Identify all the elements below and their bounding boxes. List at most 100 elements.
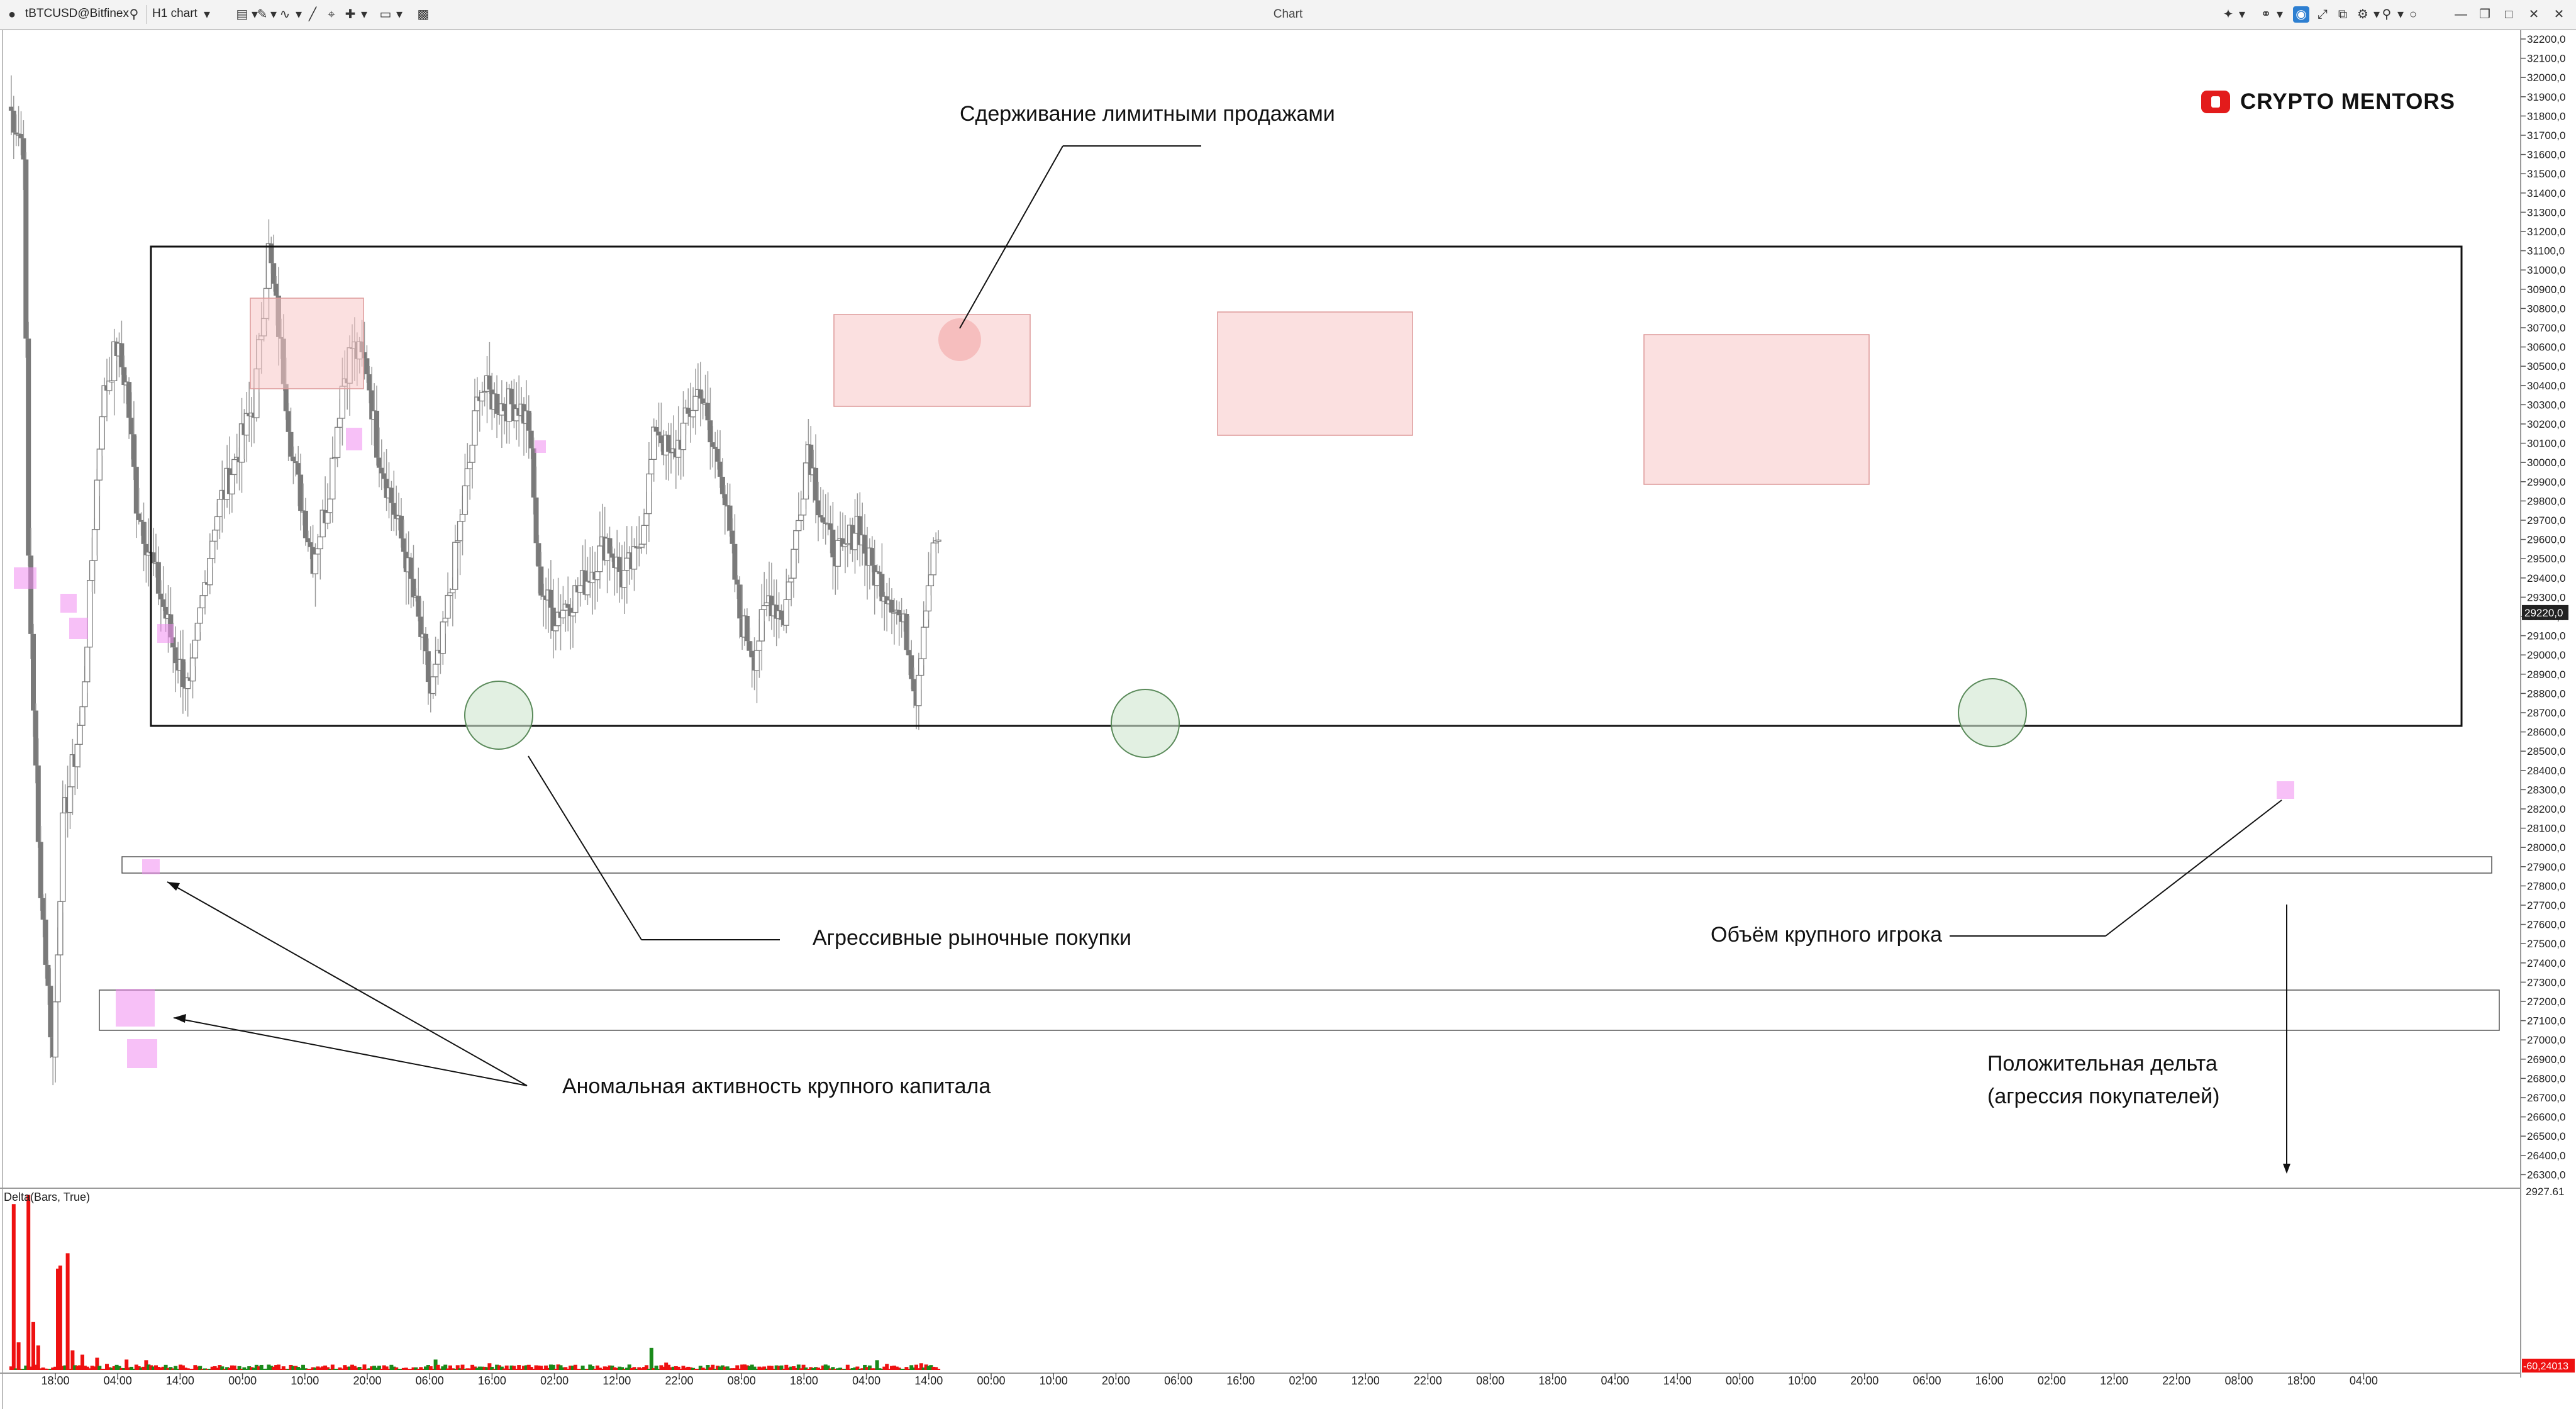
candle-up — [756, 640, 763, 651]
chevron-down-icon[interactable]: ▾ — [396, 8, 403, 21]
maximize-icon[interactable]: □ — [2504, 8, 2513, 21]
fib-tool-icon[interactable]: ⌖ — [328, 8, 335, 21]
delta-bar — [544, 1365, 548, 1370]
panel-icon[interactable]: ▩ — [417, 8, 430, 21]
camera-icon[interactable]: ◉ — [2293, 6, 2309, 23]
price-tick-label: 28600,0 — [2527, 727, 2565, 738]
candle-up — [317, 536, 323, 550]
lock-icon[interactable]: ⚲ — [2382, 8, 2392, 21]
candle-up — [935, 539, 941, 542]
candle-down — [381, 473, 387, 479]
candle-down — [820, 517, 826, 523]
candle-up — [793, 530, 799, 550]
circle-icon[interactable]: ○ — [2409, 8, 2418, 21]
anomaly-marker — [69, 618, 88, 639]
delta-bar — [495, 1364, 499, 1370]
expand-icon[interactable]: ⤢ — [2318, 8, 2328, 21]
rectangle-tool-icon[interactable]: ▭ — [379, 8, 392, 21]
delta-bar — [671, 1366, 675, 1370]
delta-bar — [899, 1369, 904, 1370]
delta-bar — [669, 1367, 673, 1370]
delta-bar — [867, 1365, 872, 1370]
lines-tool-icon[interactable]: ╱ — [308, 8, 317, 21]
delta-bar — [485, 1367, 489, 1370]
delta-bar — [426, 1365, 430, 1370]
indicators-icon[interactable]: ∿ — [279, 8, 291, 21]
chevron-down-icon[interactable]: ▾ — [2373, 8, 2380, 21]
candle-up — [798, 515, 804, 521]
candle-down — [376, 457, 382, 468]
delta-bar — [279, 1369, 283, 1370]
delta-bar — [522, 1366, 526, 1370]
delta-bar — [645, 1365, 648, 1370]
restore-icon[interactable]: ❐ — [2479, 8, 2490, 21]
candle-up — [67, 786, 74, 813]
price-tick-label: 26300,0 — [2527, 1169, 2565, 1181]
delta-bar — [384, 1366, 389, 1370]
chevron-down-icon[interactable]: ▾ — [360, 8, 368, 21]
close-icon[interactable]: ✕ — [2528, 8, 2540, 21]
draw-tool-icon[interactable]: ✎ — [257, 8, 268, 21]
chart-type-icon[interactable]: ▤ — [236, 8, 248, 21]
timeframe-selector[interactable]: H1 chart — [152, 7, 197, 20]
delta-bar — [725, 1366, 730, 1370]
close-icon[interactable]: ✕ — [2553, 8, 2565, 21]
crosshair-icon[interactable]: ✚ — [345, 8, 356, 21]
candle-down — [501, 403, 507, 411]
trading-range-box — [150, 245, 2463, 727]
delta-bar — [431, 1369, 435, 1370]
delta-bar — [463, 1369, 467, 1370]
delta-bar — [223, 1369, 227, 1370]
candle-up — [430, 676, 436, 694]
price-tick-label: 30800,0 — [2527, 303, 2565, 315]
candle-up — [52, 1001, 58, 1058]
delta-bar — [48, 1369, 53, 1370]
delta-bar — [492, 1369, 497, 1370]
clone-icon[interactable]: ⧉ — [2338, 8, 2348, 21]
magic-tool-icon[interactable]: ✦ — [2223, 8, 2234, 21]
chevron-down-icon[interactable]: ▾ — [270, 8, 277, 21]
delta-bar — [85, 1366, 89, 1370]
delta-bar — [284, 1369, 288, 1370]
delta-bar — [9, 1366, 13, 1370]
settings-icon[interactable]: ⚙ — [2357, 8, 2368, 21]
candle-down — [26, 338, 31, 556]
candle-down — [8, 106, 14, 111]
delta-bar — [158, 1367, 163, 1370]
link-icon[interactable]: ⚭ — [2260, 8, 2272, 21]
candle-down — [296, 463, 301, 475]
price-axis[interactable]: 32200,0 32100,0 32000,0 31900,0 31800,0 31700… — [2521, 33, 2565, 1181]
delta-bar — [470, 1364, 475, 1370]
delta-bar — [210, 1366, 214, 1370]
time-axis[interactable]: 18:00 04:00 14:00 00:00 10:00 20:00 06:00 16:00… — [41, 1373, 2378, 1387]
chevron-down-icon[interactable]: ▾ — [2276, 8, 2284, 21]
delta-bar — [575, 1369, 580, 1370]
price-tick-label: 29100,0 — [2527, 630, 2565, 642]
chevron-down-icon[interactable]: ▾ — [2397, 8, 2404, 21]
chevron-down-icon[interactable]: ▾ — [2238, 8, 2246, 21]
chevron-down-icon[interactable]: ▾ — [295, 8, 303, 21]
delta-bar — [443, 1364, 448, 1370]
delta-bar — [845, 1364, 850, 1370]
delta-bar — [480, 1366, 484, 1370]
delta-bar — [573, 1364, 577, 1370]
candle-down — [710, 442, 716, 447]
candle-up — [641, 525, 647, 545]
delta-bar — [41, 1367, 45, 1370]
resistance-zone — [250, 298, 364, 389]
delta-bar — [831, 1367, 835, 1370]
symbol-selector[interactable]: tBTCUSD@Bitfinex — [25, 7, 129, 20]
delta-bar — [213, 1366, 217, 1370]
price-tick-label: 28800,0 — [2527, 688, 2565, 699]
delta-bar — [411, 1367, 416, 1370]
delta-bar — [154, 1365, 158, 1370]
delta-bar — [416, 1369, 421, 1370]
minimize-icon[interactable]: — — [2455, 8, 2467, 21]
axis-badges: 29220,0 2927.61 -60,24013 — [2522, 604, 2575, 1373]
chevron-down-icon[interactable]: ▾ — [251, 8, 258, 21]
chevron-down-icon[interactable]: ▾ — [203, 8, 211, 21]
search-icon[interactable]: ⚲ — [129, 8, 139, 21]
candle-down — [686, 408, 691, 414]
candle-up — [791, 549, 797, 579]
